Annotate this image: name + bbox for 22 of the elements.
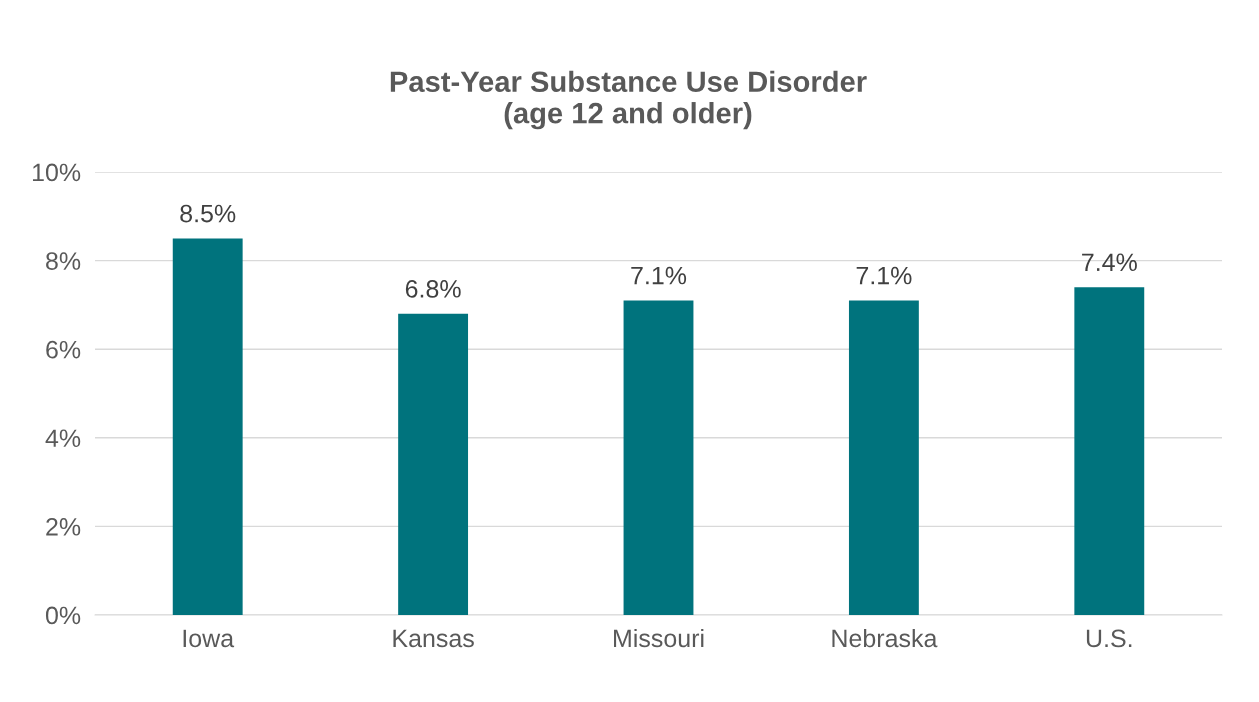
bar	[1074, 287, 1145, 615]
y-tick-label: 4%	[45, 429, 81, 448]
data-label: 7.1%	[631, 266, 687, 285]
x-tick-label: Iowa	[183, 629, 235, 648]
data-label: 7.1%	[856, 266, 912, 285]
y-tick-label: 8%	[46, 252, 81, 270]
y-tick-label: 0%	[45, 606, 81, 625]
bar	[172, 238, 243, 615]
bar	[623, 300, 694, 615]
y-tick-label: 2%	[46, 518, 81, 536]
x-tick-label: U.S.	[1086, 629, 1132, 648]
data-label: 6.8%	[405, 280, 461, 298]
x-tick-label: Nebraska	[832, 628, 938, 648]
data-label: 8.5%	[180, 204, 236, 223]
bar	[848, 300, 919, 615]
bar	[398, 313, 469, 615]
chart-title: Past-Year Substance Use Disorder (age 12 and older)	[390, 70, 867, 130]
x-tick-label: Kansas	[393, 629, 474, 648]
y-tick-label: 6%	[46, 340, 81, 359]
data-label: 7.4%	[1082, 253, 1137, 272]
x-tick-label: Missouri	[614, 628, 704, 648]
y-tick-label: 10%	[32, 163, 81, 182]
